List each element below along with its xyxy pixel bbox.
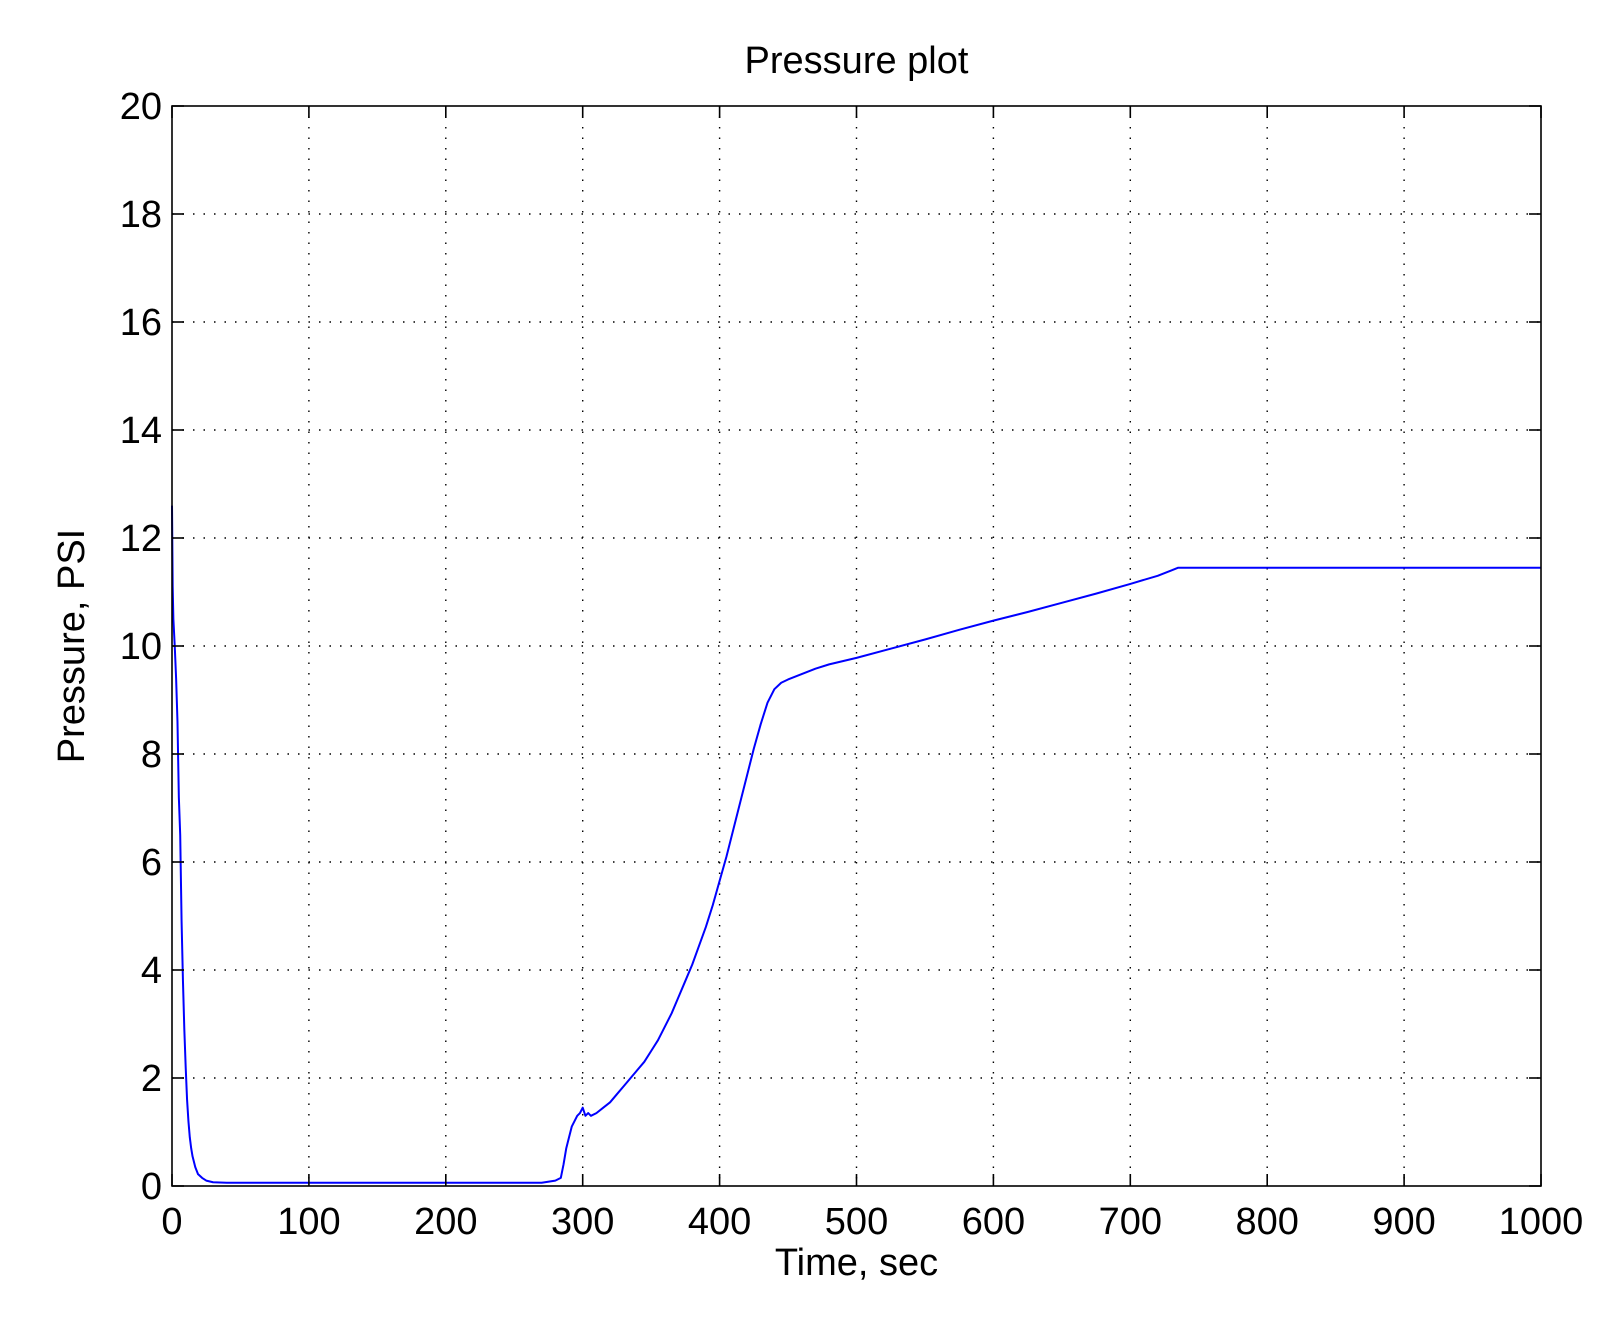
y-tick-label: 8 bbox=[141, 734, 162, 776]
x-tick-labels: 0 100 200 300 400 500 600 700 800 900 1000 bbox=[161, 1201, 1583, 1243]
y-tick-label: 6 bbox=[141, 842, 162, 884]
x-tick-label: 400 bbox=[688, 1201, 751, 1243]
x-axis-label: Time, sec bbox=[775, 1242, 938, 1284]
x-tick-label: 100 bbox=[277, 1201, 340, 1243]
x-tick-label: 600 bbox=[962, 1201, 1025, 1243]
x-tick-label: 300 bbox=[551, 1201, 614, 1243]
x-tick-label: 0 bbox=[161, 1201, 182, 1243]
y-tick-label: 18 bbox=[120, 194, 162, 236]
y-tick-label: 2 bbox=[141, 1058, 162, 1100]
y-tick-label: 0 bbox=[141, 1166, 162, 1208]
pressure-series-line bbox=[171, 505, 1541, 1184]
axis-ticks bbox=[171, 105, 1542, 1187]
y-tick-label: 20 bbox=[120, 86, 162, 128]
x-tick-label: 800 bbox=[1235, 1201, 1298, 1243]
x-tick-label: 1000 bbox=[1499, 1201, 1584, 1243]
plot-area bbox=[171, 505, 1541, 1184]
y-tick-labels: 0 2 4 6 8 10 12 14 16 18 20 bbox=[120, 86, 162, 1208]
grid bbox=[172, 106, 1541, 1186]
y-tick-label: 4 bbox=[141, 950, 162, 992]
y-axis-label: Pressure, PSI bbox=[51, 529, 93, 763]
y-tick-label: 14 bbox=[120, 410, 162, 452]
chart-title: Pressure plot bbox=[745, 40, 969, 82]
y-tick-label: 12 bbox=[120, 518, 162, 560]
y-tick-label: 16 bbox=[120, 302, 162, 344]
x-tick-label: 700 bbox=[1099, 1201, 1162, 1243]
x-tick-label: 200 bbox=[414, 1201, 477, 1243]
y-tick-label: 10 bbox=[120, 626, 162, 668]
x-tick-label: 900 bbox=[1372, 1201, 1435, 1243]
x-tick-label: 500 bbox=[825, 1201, 888, 1243]
